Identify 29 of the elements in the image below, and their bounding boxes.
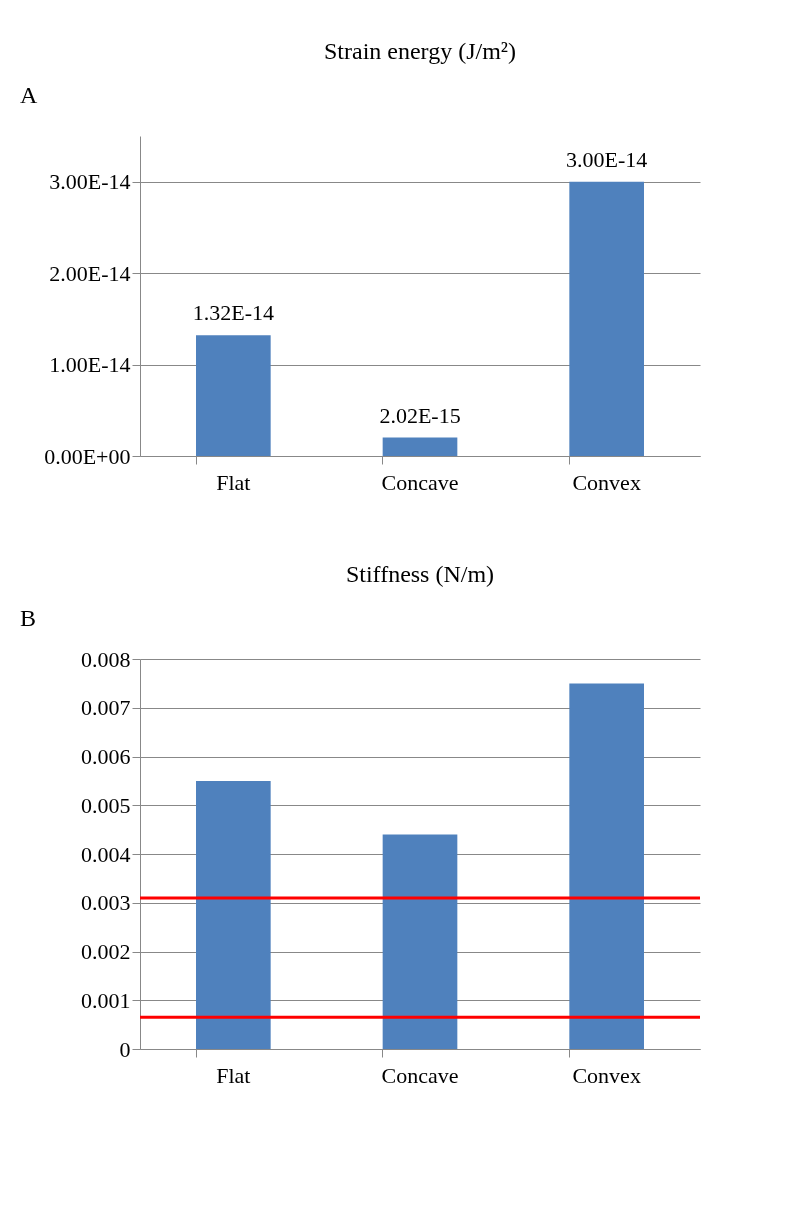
data-label: 3.00E-14 <box>566 146 648 172</box>
x-tick-label: Concave <box>381 469 459 495</box>
y-tick-label: 1.00E-14 <box>49 352 131 378</box>
x-tick-label: Flat <box>216 1062 251 1088</box>
x-tick-label: Concave <box>381 1062 459 1088</box>
y-tick-label: 2.00E-14 <box>49 260 131 286</box>
y-tick-label: 0.008 <box>81 646 131 672</box>
y-tick-label: 0.002 <box>81 939 131 964</box>
y-tick-label: 0.00E+00 <box>44 443 131 469</box>
y-tick-label: 0.006 <box>81 744 131 769</box>
x-tick-label: Convex <box>572 1062 641 1088</box>
chart-title: Stiffness (N/m) <box>345 561 495 587</box>
y-tick-label: 0.005 <box>81 792 131 818</box>
data-label: 1.32E-14 <box>192 300 274 326</box>
text: B <box>20 605 37 631</box>
y-tick-label: 0.001 <box>81 987 131 1013</box>
y-tick-label: 3.00E-14 <box>49 169 131 195</box>
y-tick-label: 0 <box>119 1036 131 1062</box>
y-tick-label: 0.004 <box>81 841 131 867</box>
y-tick-label: 0.003 <box>81 890 131 916</box>
x-tick-label: Convex <box>572 469 641 495</box>
bar <box>196 780 271 1049</box>
x-tick-label: Flat <box>216 469 251 495</box>
text: A <box>20 82 38 108</box>
chart-title: Strain energy (J/m²) <box>323 38 517 64</box>
bar <box>569 683 644 1049</box>
data-label: 2.02E-15 <box>379 402 461 428</box>
y-tick-label: 0.007 <box>81 695 131 721</box>
bar <box>382 834 458 1049</box>
